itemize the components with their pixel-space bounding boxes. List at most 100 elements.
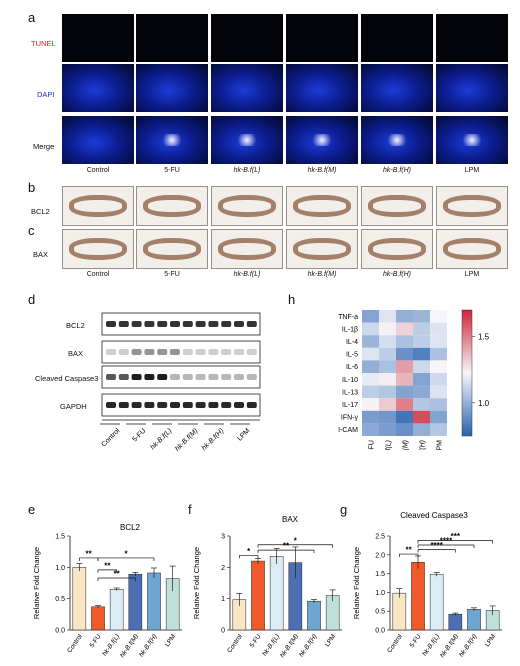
ihc-image-1-1: [136, 229, 208, 269]
panel-c-label: c: [28, 223, 35, 238]
heatmap-column-label: 5-FU: [369, 440, 376, 450]
fluorescence-image-1-5: [436, 64, 508, 112]
heatmap-cell: [430, 423, 447, 436]
chart-title: BCL2: [120, 523, 141, 532]
heatmap-cell: [413, 423, 430, 436]
protein-band: [195, 321, 206, 327]
heatmap-cell: [396, 335, 413, 348]
ihc-image-0-2: [211, 186, 283, 226]
heatmap-cell: [396, 373, 413, 386]
condition-label: hk-B.f(H): [383, 271, 411, 278]
bar: [448, 613, 463, 631]
heatmap-cell: [396, 423, 413, 436]
y-tick-label: 1.0: [375, 590, 385, 597]
x-tick-label: Control: [66, 633, 84, 655]
significance-label: ***: [451, 532, 461, 541]
apoptotic-signal-mark: [460, 134, 484, 146]
row-label-bcl2-ihc: BCL2: [31, 207, 50, 216]
y-axis-label: Relative Fold Change: [192, 547, 201, 619]
protein-band: [246, 321, 257, 327]
fluorescence-image-1-3: [286, 64, 358, 112]
heatmap-cell: [362, 423, 379, 436]
bcl2-bar-chart: BCL2 Relative Fold Change 0.0 0.5 1.0 1.5 Cont…: [32, 523, 182, 659]
protein-band: [246, 349, 257, 355]
heatmap-row-label: I-CAM: [338, 427, 358, 434]
blot-label-cleaved-caspase3: Cleaved Caspase3: [35, 374, 99, 383]
heatmap-cell: [396, 310, 413, 323]
colorbar: [461, 309, 473, 437]
x-tick-label: hk-B.f(M): [439, 633, 460, 659]
ihc-image-0-4: [361, 186, 433, 226]
significance-label: *: [247, 547, 251, 556]
fluorescence-image-1-1: [136, 64, 208, 112]
blot-strip: [101, 365, 261, 389]
condition-label: hk-B.f(L): [233, 167, 261, 174]
heatmap-cell: [362, 335, 379, 348]
blot-group-label: hk-B.f(L): [149, 427, 173, 451]
heatmap-cell: [396, 347, 413, 361]
fluorescence-image-0-2: [211, 14, 283, 62]
heatmap-cell: [362, 398, 379, 411]
protein-band: [221, 374, 232, 380]
x-tick-label: hk-B.f(H): [138, 633, 159, 658]
y-tick-label: 0.0: [375, 628, 385, 635]
blot-label-gapdh: GAPDH: [60, 402, 87, 411]
significance-label: *: [124, 549, 128, 558]
heatmap-row-label: IFN-γ: [341, 415, 359, 422]
panel-g-label: g: [340, 502, 348, 517]
fluorescence-image-1-2: [211, 64, 283, 112]
apoptotic-signal-mark: [235, 134, 259, 146]
heatmap-cell: [413, 310, 430, 323]
y-tick-label: 2.5: [375, 534, 385, 541]
protein-band: [106, 349, 116, 355]
y-tick-label: 0.5: [375, 609, 385, 616]
blot-group-label: hk-B.f(M): [174, 427, 199, 452]
fluorescence-image-0-5: [436, 14, 508, 62]
protein-band: [195, 402, 206, 408]
y-tick-label: 1.5: [55, 534, 65, 541]
bar: [91, 606, 105, 631]
x-tick-label: 5-FU: [89, 633, 103, 649]
condition-label: hk-B.f(H): [383, 167, 411, 174]
x-tick-label: hk-B.f(L): [261, 633, 281, 657]
condition-label: LPM: [464, 167, 480, 174]
significance-label: **: [283, 542, 290, 551]
bar: [307, 600, 321, 631]
ihc-image-0-0: [62, 186, 134, 226]
protein-band: [118, 402, 129, 408]
heatmap-row-label: IL-13: [342, 389, 358, 396]
protein-band: [208, 349, 219, 355]
x-tick-label: LPM: [484, 633, 497, 648]
heatmap-cell: [379, 385, 396, 399]
ihc-image-0-5: [436, 186, 508, 226]
protein-band: [208, 321, 219, 327]
protein-band: [208, 374, 219, 380]
protein-band: [144, 349, 155, 355]
protein-band: [221, 402, 232, 408]
y-tick-label: 1.5: [375, 571, 385, 578]
row-label-merge: Merge: [33, 142, 55, 151]
x-tick-label: hk-B.f(L): [421, 633, 441, 657]
heatmap-cell: [396, 398, 413, 411]
protein-band: [170, 374, 180, 380]
heatmap-cell: [413, 322, 430, 336]
protein-band: [182, 402, 193, 408]
protein-band: [106, 402, 116, 408]
heatmap-cell: [362, 385, 379, 399]
y-tick-label: 2.0: [375, 552, 385, 559]
heatmap-cell: [430, 347, 447, 361]
bar: [411, 562, 425, 631]
protein-band: [234, 402, 244, 408]
protein-band: [131, 349, 142, 355]
protein-band: [208, 402, 219, 408]
ihc-image-1-5: [436, 229, 508, 269]
protein-band: [144, 374, 155, 380]
protein-band: [182, 349, 193, 355]
fluorescence-image-0-4: [361, 14, 433, 62]
x-tick-label: hk-B.f(H): [298, 633, 319, 658]
fluorescence-image-0-3: [286, 14, 358, 62]
protein-band: [106, 321, 116, 327]
apoptotic-signal-mark: [385, 134, 409, 146]
protein-band: [234, 374, 244, 380]
heatmap-column-label: LPM: [437, 440, 444, 450]
